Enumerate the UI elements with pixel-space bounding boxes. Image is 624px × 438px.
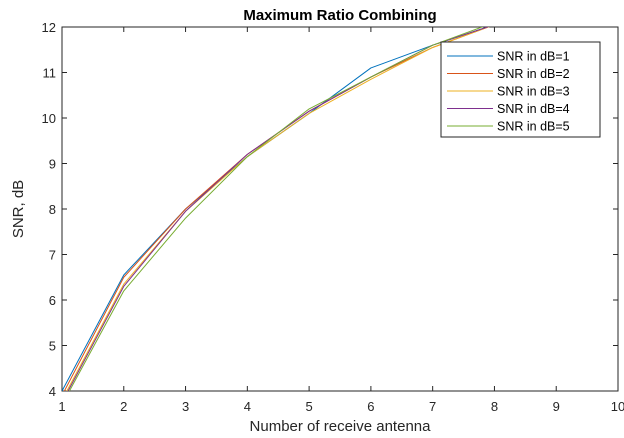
x-tick-label: 10 [611, 399, 624, 414]
y-axis-label: SNR, dB [10, 180, 27, 238]
y-tick-label: 6 [49, 293, 56, 308]
series-line-3 [66, 27, 490, 391]
y-tick-label: 5 [49, 339, 56, 354]
legend-label-2: SNR in dB=2 [497, 67, 570, 81]
x-tick-label: 2 [120, 399, 127, 414]
legend-label-1: SNR in dB=1 [497, 50, 570, 64]
y-tick-label: 8 [49, 202, 56, 217]
y-axis-ticks: 4 5 6 7 8 9 10 11 12 [42, 20, 618, 399]
x-tick-label: 8 [491, 399, 498, 414]
legend-label-5: SNR in dB=5 [497, 120, 570, 134]
x-tick-label: 1 [58, 399, 65, 414]
x-axis-label: Number of receive antenna [250, 418, 432, 435]
x-tick-label: 4 [244, 399, 251, 414]
x-tick-label: 6 [367, 399, 374, 414]
x-tick-label: 5 [305, 399, 312, 414]
y-tick-label: 4 [49, 384, 56, 399]
legend: SNR in dB=1 SNR in dB=2 SNR in dB=3 SNR in … [440, 41, 601, 138]
chart-title: Maximum Ratio Combining [243, 7, 436, 24]
y-tick-label: 9 [49, 157, 56, 172]
legend-box [440, 41, 601, 138]
series-lines [62, 27, 490, 391]
legend-label-3: SNR in dB=3 [497, 85, 570, 99]
y-tick-label: 11 [43, 66, 57, 81]
series-line-5 [68, 27, 484, 391]
x-tick-label: 7 [429, 399, 436, 414]
y-tick-label: 12 [42, 20, 56, 35]
x-axis-ticks: 1 2 3 4 5 6 7 8 9 10 [58, 27, 624, 414]
y-tick-label: 10 [42, 111, 56, 126]
x-tick-label: 9 [553, 399, 560, 414]
legend-label-4: SNR in dB=4 [497, 102, 570, 116]
x-tick-label: 3 [182, 399, 189, 414]
y-tick-label: 7 [49, 248, 56, 263]
